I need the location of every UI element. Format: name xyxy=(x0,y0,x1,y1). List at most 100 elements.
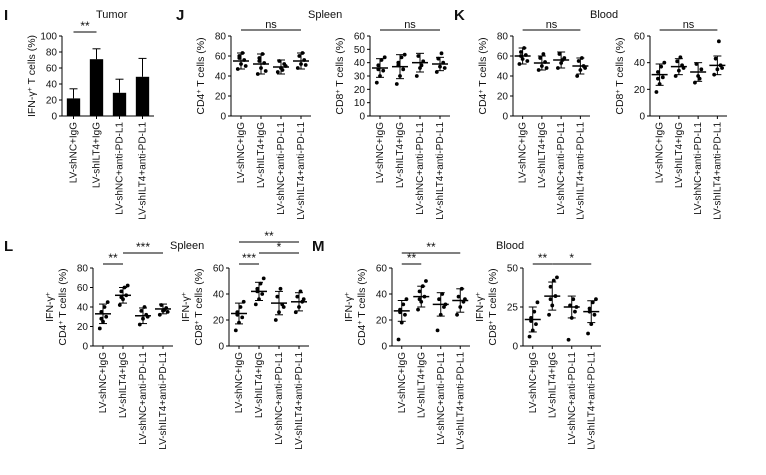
M2-point xyxy=(587,306,592,311)
K1-point xyxy=(557,52,562,56)
panel-title-M: Blood xyxy=(496,240,524,252)
L2-point xyxy=(278,286,283,291)
M1-ylabel-line2: CD4 xyxy=(356,324,368,345)
K2-sig-label: ns xyxy=(683,19,695,31)
L2-xtick-label: LV-shNC+IgG xyxy=(234,352,245,413)
K2-ytick-label: 20 xyxy=(634,85,646,96)
L1-xtick-label: LV-shILT4+anti-PD-L1 xyxy=(158,352,169,450)
L1-xtick-label: LV-shILT4+IgG xyxy=(118,352,129,418)
M2-ylabel-sup1: + xyxy=(475,292,482,296)
M1-ytick-label: 60 xyxy=(376,264,388,275)
I-ytick-label: 100 xyxy=(40,32,57,43)
M1-xtick-label: LV-shNC+IgG xyxy=(397,352,408,413)
L2-point xyxy=(233,328,238,333)
K1-ylabel-rest: T cells (%) xyxy=(477,37,489,89)
L2-ytick-label: 0 xyxy=(218,342,224,353)
K2-point xyxy=(656,70,660,74)
J2-ylabel-rest: T cells (%) xyxy=(334,37,346,89)
L2-point xyxy=(240,315,245,320)
J1-ylabel-rest: T cells (%) xyxy=(195,37,207,89)
L2-point xyxy=(295,294,300,299)
L1-ylabel-sup2: + xyxy=(58,321,65,325)
J1-xtick-label: LV-shNC+anti-PD-L1 xyxy=(276,122,287,215)
J2-sig-label: ns xyxy=(404,19,416,31)
J1-ylabel-sup: + xyxy=(196,90,203,94)
M1-xtick-label: LV-shILT4+anti-PD-L1 xyxy=(455,352,466,450)
I-bar xyxy=(135,76,150,116)
J2-xtick-label: LV-shILT4+IgG xyxy=(395,122,406,188)
I-ylabel-sup: + xyxy=(27,87,34,91)
L2-point xyxy=(281,305,286,309)
L1-xtick-label: LV-shNC+anti-PD-L1 xyxy=(138,352,149,445)
K2-point xyxy=(699,67,704,72)
J2-ytick-label: 10 xyxy=(354,98,366,109)
K1-point xyxy=(519,50,523,54)
J1-point xyxy=(280,68,285,72)
L2-ytick-label: 20 xyxy=(213,316,225,327)
L2-point xyxy=(275,294,280,299)
panel-title-L: Spleen xyxy=(170,240,204,252)
L2-ytick-label: 40 xyxy=(213,290,225,301)
L2-xtick-label: LV-shILT4+IgG xyxy=(254,352,265,418)
K2-ytick-label: 60 xyxy=(634,32,646,43)
M2-point xyxy=(547,312,551,317)
M1-ylabel: IFN-γ+CD4+ T cells (%) xyxy=(343,268,368,345)
M2-ylabel: IFN-γ+CD8+ T cells (%) xyxy=(474,268,499,345)
L1-sig-label: *** xyxy=(136,240,150,254)
panel-label-K: K xyxy=(454,7,465,24)
M2-point xyxy=(571,297,576,302)
J1-ytick-label: 0 xyxy=(220,112,226,123)
panel-title-I: Tumor xyxy=(96,9,128,21)
L2-xtick-label: LV-shNC+anti-PD-L1 xyxy=(274,352,285,445)
K2-point xyxy=(713,56,718,61)
K2-point xyxy=(660,75,665,80)
M1-ytick-label: 0 xyxy=(381,342,387,353)
K1-ytick-label: 0 xyxy=(502,112,508,123)
K1-ytick-label: 40 xyxy=(497,72,509,83)
J1-point xyxy=(275,70,280,74)
K2-point xyxy=(697,76,702,81)
J2-point xyxy=(374,80,379,85)
J2-xtick-label: LV-shILT4+anti-PD-L1 xyxy=(435,122,446,220)
J2-point xyxy=(396,60,401,65)
M2-point xyxy=(573,309,577,314)
L1-point xyxy=(97,326,102,331)
I-sig-label: ** xyxy=(80,19,90,33)
M1-point xyxy=(403,312,407,317)
M2-point xyxy=(548,297,553,302)
M2-ylabel-sup2: + xyxy=(488,321,495,325)
M1-point xyxy=(416,307,420,312)
K2-ytick-label: 0 xyxy=(639,112,645,123)
K2-point xyxy=(675,59,680,64)
J1-sig-label: ns xyxy=(265,19,277,31)
L2-ytick-label: 60 xyxy=(213,264,225,275)
K1-xtick-label: LV-shNC+anti-PD-L1 xyxy=(556,122,567,215)
K1-point xyxy=(538,56,543,60)
L2-ylabel-rest: T cells (%) xyxy=(193,268,205,320)
K2-ylabel: CD8+ T cells (%) xyxy=(614,37,626,114)
L1-ylabel-line2: CD4 xyxy=(57,324,69,345)
M2-xtick-label: LV-shNC+anti-PD-L1 xyxy=(567,352,578,445)
J2-ytick-label: 20 xyxy=(354,85,366,96)
L1-ylabel-line1: IFN-γ xyxy=(44,295,56,321)
L2-point xyxy=(253,302,258,307)
J1-ytick-label: 20 xyxy=(215,92,227,103)
J2-ylabel-main: CD8 xyxy=(334,93,346,114)
panel-label-I: I xyxy=(4,7,8,24)
K1-ylabel: CD4+ T cells (%) xyxy=(477,37,489,114)
K2-xtick-label: LV-shILT4+IgG xyxy=(674,122,685,188)
M1-point xyxy=(456,294,461,299)
L1-point xyxy=(119,289,124,294)
I-ylabel: IFN-γ+ T cells (%) xyxy=(26,35,38,117)
L1-ytick-label: 0 xyxy=(82,342,88,353)
I-bar xyxy=(89,59,104,116)
panel-label-M: M xyxy=(312,238,325,255)
L2-point xyxy=(301,297,306,302)
L2-ylabel-line2: CD8 xyxy=(193,324,205,345)
M1-ylabel-rest: T cells (%) xyxy=(356,268,368,320)
M1-ylabel-sup1: + xyxy=(344,292,351,296)
K1-point xyxy=(575,74,580,78)
J1-xtick-label: LV-shILT4+IgG xyxy=(256,122,267,188)
